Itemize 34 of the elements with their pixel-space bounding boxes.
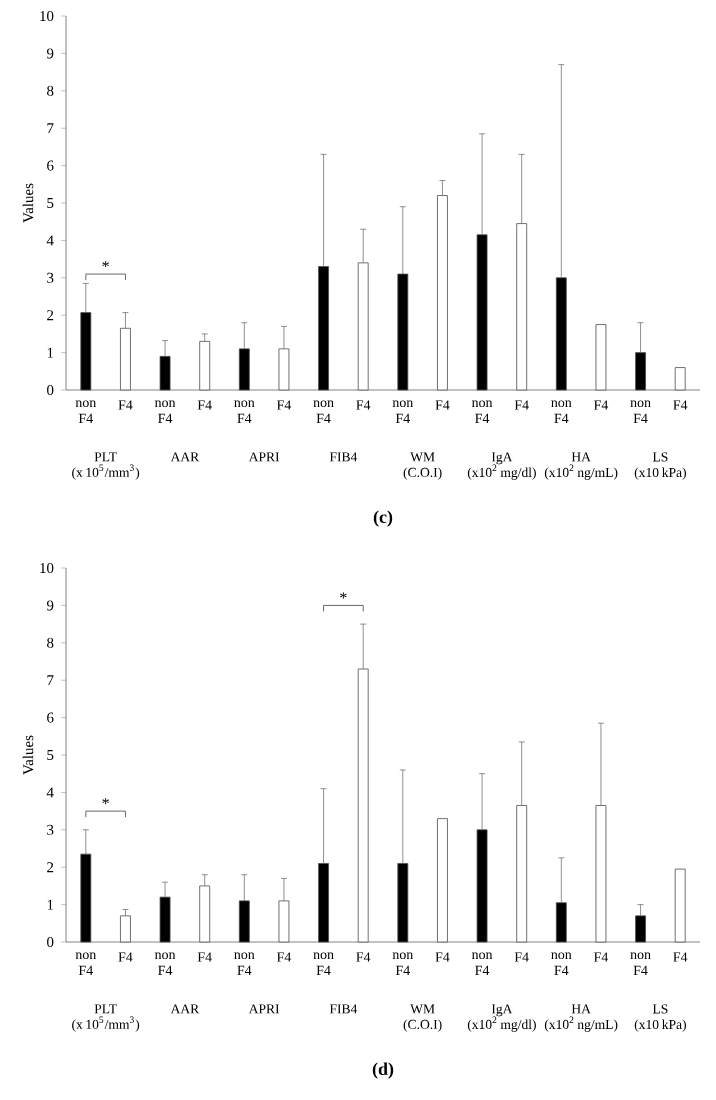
text: (d) xyxy=(372,1062,394,1079)
bar xyxy=(397,863,409,943)
bar xyxy=(476,234,488,391)
bar xyxy=(516,805,528,943)
bar xyxy=(278,900,290,943)
bar xyxy=(159,355,171,391)
bar xyxy=(318,863,329,943)
bar xyxy=(159,896,171,943)
bar xyxy=(120,327,131,391)
bar xyxy=(357,262,369,391)
bar xyxy=(476,829,488,943)
bar xyxy=(318,266,329,391)
bar xyxy=(357,668,369,943)
bar xyxy=(635,352,646,391)
bar xyxy=(199,885,211,943)
bar xyxy=(238,900,250,943)
bar xyxy=(437,195,448,391)
bar xyxy=(397,273,409,391)
bar xyxy=(516,223,528,391)
bar xyxy=(278,348,290,391)
bar xyxy=(437,818,448,943)
bar xyxy=(635,915,646,943)
bar xyxy=(674,367,686,391)
bar xyxy=(80,853,92,943)
bar xyxy=(238,348,250,391)
bar xyxy=(674,868,686,943)
text: (c) xyxy=(373,510,393,527)
bar xyxy=(595,805,607,943)
bar xyxy=(555,902,567,943)
bar xyxy=(555,277,567,391)
bar xyxy=(199,340,211,391)
bar xyxy=(595,324,607,391)
bar xyxy=(80,312,92,391)
bar xyxy=(120,915,131,943)
